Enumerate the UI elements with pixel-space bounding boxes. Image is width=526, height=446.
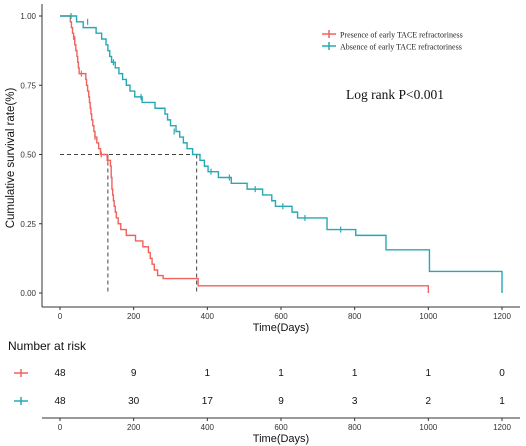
log-rank-annotation: Log rank P<0.001 [346,87,444,102]
legend-label-presence: Presence of early TACE refractoriness [340,31,463,40]
risk-count: 48 [54,396,66,407]
x-axis-ticks: 0 200 400 600 800 1000 1200 [58,307,511,321]
y-axis-label: Cumulative survival rate(%) [5,88,17,229]
risk-count: 1 [205,368,211,379]
risk-table-x-axis-label: Time(Days) [253,433,309,445]
risk-x-tick-label: 600 [274,423,288,432]
survival-curve-line [60,15,503,293]
risk-x-tick-label: 200 [127,423,141,432]
risk-count: 9 [278,396,284,407]
series-presence [60,15,430,293]
risk-table-title: Number at risk [8,339,87,353]
risk-count: 48 [54,368,66,379]
y-tick-label: 0.75 [20,81,36,90]
x-tick-label: 0 [58,312,63,321]
survival-curves [60,13,503,293]
risk-count: 1 [426,368,432,379]
risk-count: 1 [352,368,358,379]
x-axis-label: Time(Days) [253,322,309,334]
legend: Presence of early TACE refractoriness Ab… [322,30,463,52]
risk-count: 1 [499,396,505,407]
y-tick-label: 0.25 [20,220,36,229]
x-tick-label: 400 [201,312,215,321]
legend-item-presence: Presence of early TACE refractoriness [322,30,463,40]
median-reference-lines [60,154,198,293]
x-tick-label: 200 [127,312,141,321]
risk-x-tick-label: 0 [58,423,63,432]
risk-row-icon-absence [14,397,28,405]
x-tick-label: 800 [348,312,362,321]
risk-table-cells: 48 9 1 1 1 1 0 48 30 17 9 3 2 1 [54,368,505,407]
risk-count: 17 [202,396,214,407]
legend-item-absence: Absence of early TACE refractoriness [322,42,462,52]
y-tick-label: 1.00 [20,12,36,21]
legend-label-absence: Absence of early TACE refractoriness [340,43,462,52]
risk-x-tick-label: 400 [201,423,215,432]
y-axis-ticks: 0.00 0.25 0.50 0.75 1.00 [20,12,42,298]
y-tick-label: 0.00 [20,289,36,298]
plot-area [42,4,520,307]
risk-x-tick-label: 1200 [493,423,511,432]
x-tick-label: 1000 [419,312,437,321]
risk-table-x-ticks: 0 200 400 600 800 1000 1200 [58,418,511,432]
x-tick-label: 1200 [493,312,511,321]
risk-count: 1 [278,368,284,379]
risk-count: 3 [352,396,358,407]
risk-count: 9 [131,368,137,379]
risk-table: Number at risk 48 9 1 1 1 1 0 48 30 17 9 3 2 1 0 200 40… [8,339,520,445]
risk-x-tick-label: 1000 [419,423,437,432]
risk-count: 2 [426,396,432,407]
x-tick-label: 600 [274,312,288,321]
km-plot: 0.00 0.25 0.50 0.75 1.00 0 200 400 600 800 1000 12… [5,4,520,334]
survival-curve-line [60,15,430,293]
series-absence [60,13,503,293]
risk-row-icon-presence [14,369,28,377]
risk-x-tick-label: 800 [348,423,362,432]
risk-count: 30 [128,396,140,407]
y-tick-label: 0.50 [20,151,36,160]
risk-count: 0 [499,368,505,379]
